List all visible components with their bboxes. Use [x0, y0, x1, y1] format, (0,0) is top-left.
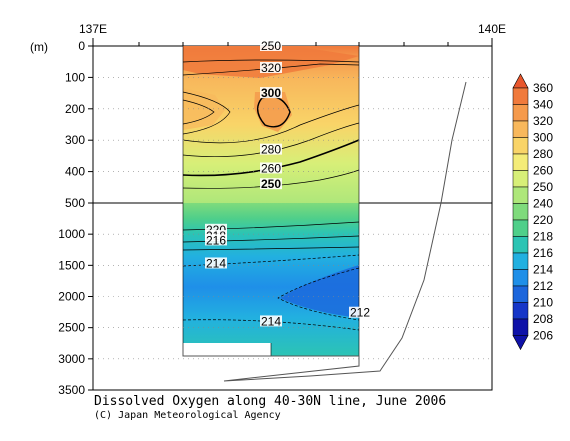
contour-label: 212: [350, 306, 370, 320]
colorbar-swatch: [512, 219, 529, 237]
contour-line: [182, 221, 360, 231]
chart-title: Dissolved Oxygen along 40-30N line, June…: [94, 394, 447, 409]
colorbar-arrow-top: [512, 73, 529, 89]
colorbar-tick-label: 216: [533, 246, 553, 260]
contour-label-bg: [205, 223, 227, 235]
contour-line: [182, 139, 360, 177]
y-tick-label: 3000: [58, 352, 85, 366]
contour-label-bg: [260, 315, 282, 327]
colorbar-tick-label: 210: [533, 296, 553, 310]
patch-300: [254, 92, 292, 132]
colorbar-tick-label: 320: [533, 114, 553, 128]
y-tick-label: 500: [65, 196, 85, 210]
y-tick-label: 200: [65, 102, 85, 116]
colorbar-tick-label: 212: [533, 279, 553, 293]
y-unit-label: (m): [30, 40, 48, 54]
contour-label-bg: [260, 178, 282, 190]
contour-label-bg: [349, 306, 371, 318]
colorbar-swatch: [512, 318, 529, 336]
y-tick-label: 1500: [58, 258, 85, 272]
colorbar-swatch: [512, 170, 529, 188]
colorbar-tick-label: 220: [533, 213, 553, 227]
colorbar-tick-label: 340: [533, 98, 553, 112]
contour-line: [182, 59, 360, 63]
contour-line: [182, 246, 360, 251]
contour-label: 320: [261, 61, 281, 75]
y-tick-label: 1000: [58, 227, 85, 241]
colorbar-swatch: [512, 137, 529, 155]
contour-line: [182, 91, 231, 135]
y-tick-label: 400: [65, 165, 85, 179]
colorbar-swatch: [512, 302, 529, 320]
y-tick-label: 300: [65, 133, 85, 147]
contour-label-bg: [260, 87, 282, 99]
colorbar-tick-label: 218: [533, 230, 553, 244]
contour-line: [257, 95, 291, 128]
x-tick-label: 137E: [79, 22, 107, 36]
contour-line: [182, 254, 360, 267]
colorbar-swatch: [512, 285, 529, 303]
colorbar-swatch: [512, 104, 529, 122]
colorbar-tick-label: 280: [533, 147, 553, 161]
colorbar-swatch: [512, 236, 529, 254]
contour-line: [182, 104, 360, 144]
colorbar-swatch: [512, 153, 529, 171]
colorbar: 360 340 320 300 280 260 250 240 220 218 216 214 212 2…: [512, 73, 553, 351]
colorbar-swatch: [512, 252, 529, 270]
contour-label: 216: [206, 233, 226, 247]
colorbar-swatch: [512, 203, 529, 221]
credit-line: (C) Japan Meteorological Agency: [94, 410, 281, 421]
y-ticks: 0 100 200 300 400 500 1000 1500 2000 2500 3000 3500: [58, 39, 93, 397]
contour-label: 300: [261, 86, 281, 100]
colorbar-tick-label: 214: [533, 263, 553, 277]
colorbar-swatch: [512, 87, 529, 105]
contour-line: [182, 122, 360, 158]
colorbar-tick-label: 240: [533, 197, 553, 211]
contour-line: [182, 99, 215, 125]
y-tick-label: 100: [65, 70, 85, 84]
top-ticks: [92, 38, 493, 46]
colorbar-swatch: [512, 120, 529, 138]
y-tick-label: 3500: [58, 383, 85, 397]
colorbar-tick-label: 300: [533, 131, 553, 145]
station-lines: [182, 46, 360, 356]
contour-label: 214: [261, 314, 281, 328]
y-tick-label: 2000: [58, 290, 85, 304]
colorbar-tick-label: 206: [533, 329, 553, 343]
contour-label-bg: [260, 162, 282, 174]
y-tick-label: 0: [78, 39, 85, 53]
colorbar-tick-label: 250: [533, 180, 553, 194]
contour-label: 250: [261, 39, 281, 53]
contour-label-bg: [260, 61, 282, 73]
contour-label-bg: [205, 234, 227, 246]
colorbar-swatch: [512, 269, 529, 287]
contour-label-bg: [260, 143, 282, 155]
contour-labels: 250320300280260250220218216214212214: [205, 39, 371, 328]
colorbar-swatch: [512, 186, 529, 204]
contour-line: [277, 267, 360, 321]
contour-label-bg: [205, 257, 227, 269]
contour-line: [182, 235, 360, 243]
contour-label: 250: [261, 177, 281, 191]
colorbar-tick-label: 260: [533, 164, 553, 178]
y-tick-label: 2500: [58, 321, 85, 335]
colorbar-tick-label: 360: [533, 81, 553, 95]
patch-212: [280, 265, 359, 318]
x-tick-label: 140E: [478, 22, 506, 36]
contour-label: 280: [261, 143, 281, 157]
contour-label: 214: [206, 256, 226, 270]
bottom-topography: [182, 81, 467, 382]
colorbar-tick-label: 208: [533, 312, 553, 326]
contour-line: [182, 169, 360, 189]
contour-label-bg: [260, 40, 282, 51]
colorbar-arrow-bottom: [512, 335, 529, 351]
contour-label: 260: [261, 161, 281, 175]
